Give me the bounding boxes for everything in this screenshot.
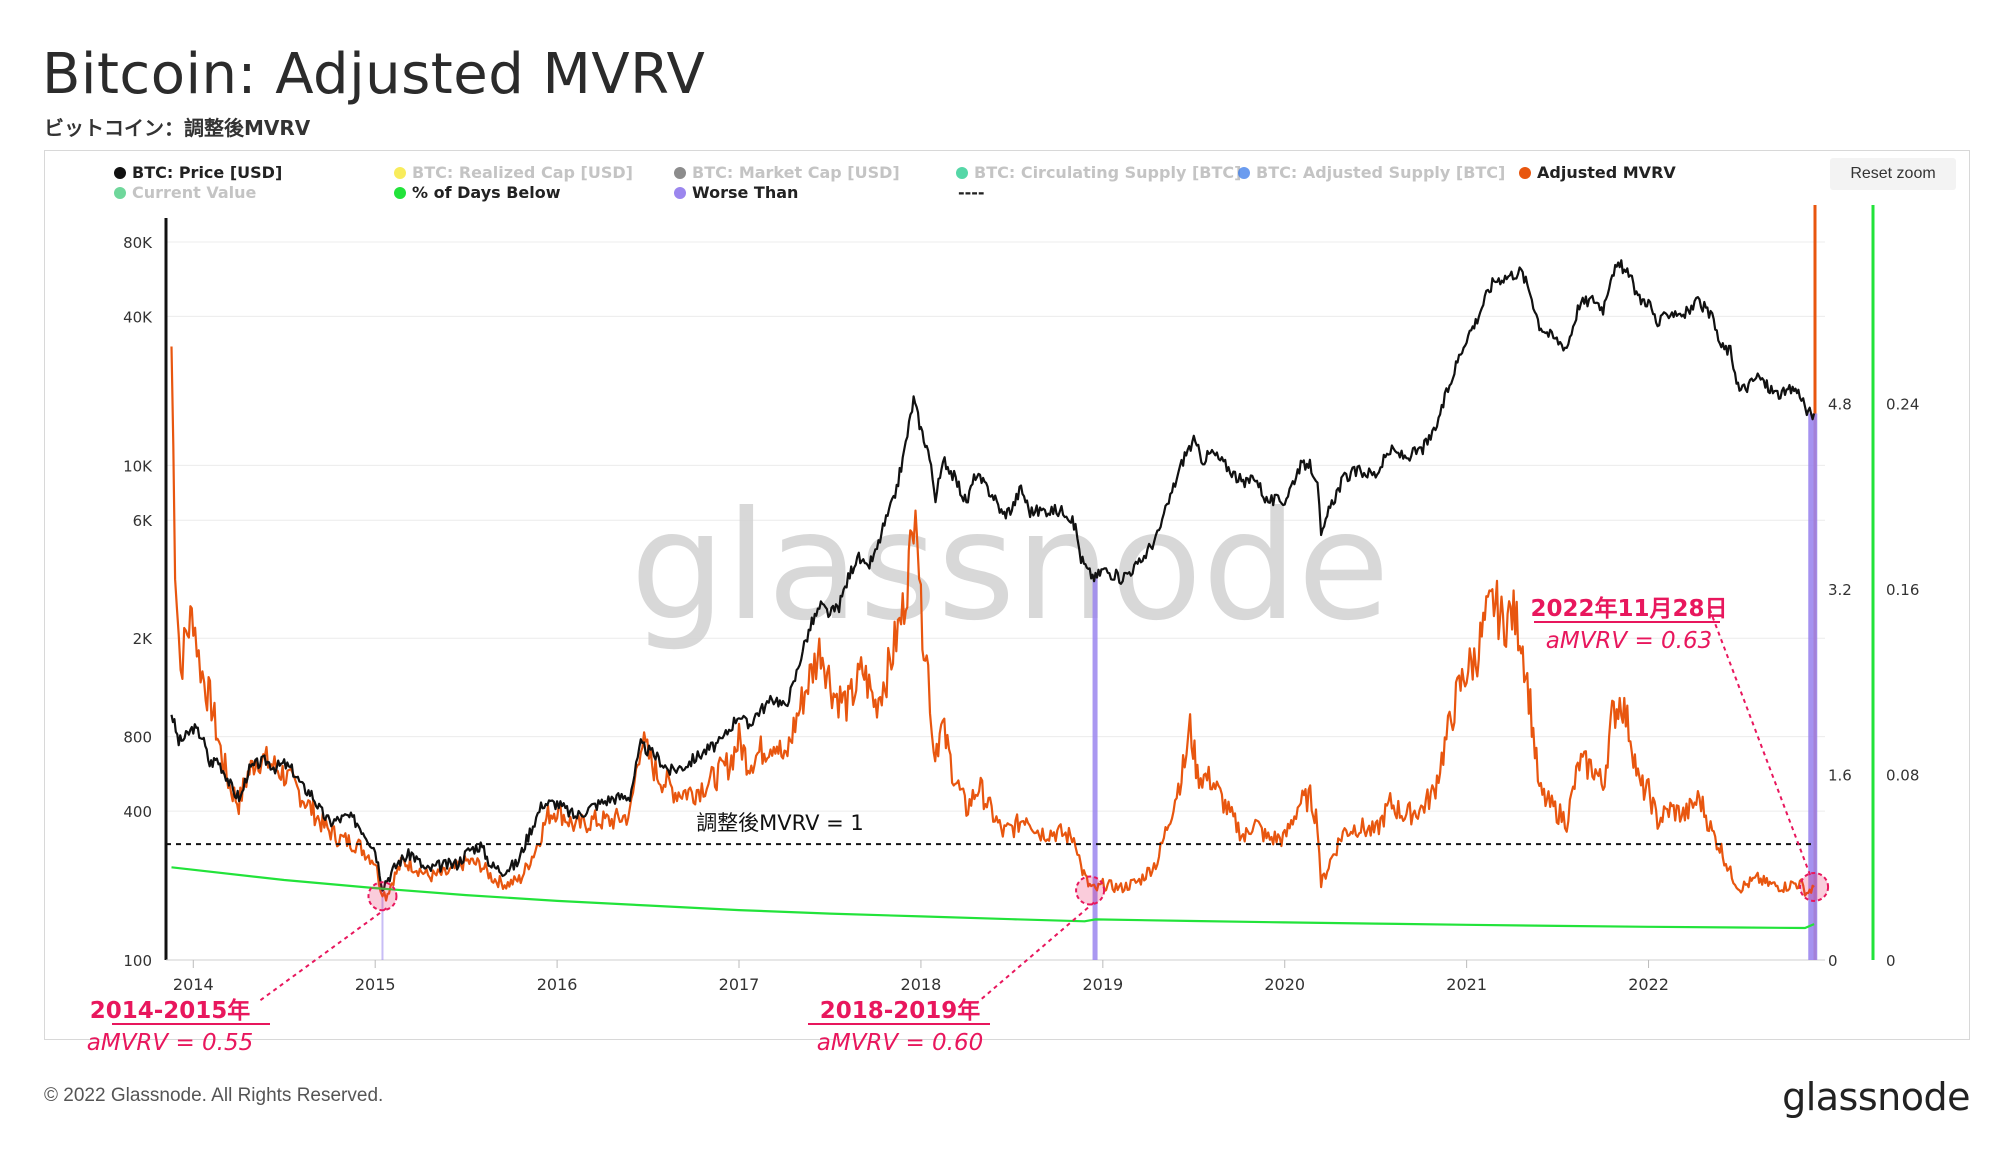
watermark-text: glassnode xyxy=(630,480,1389,654)
legend-label: BTC: Circulating Supply [BTC] xyxy=(974,163,1241,182)
series: 調整後MVRV = 1 xyxy=(166,259,1816,930)
price-tick-label: 800 xyxy=(123,729,152,747)
price-tick-label: 80K xyxy=(123,234,153,252)
legend-marker-icon xyxy=(114,167,126,179)
x-tick-label: 2020 xyxy=(1264,975,1305,994)
legend-item[interactable]: BTC: Realized Cap [USD] xyxy=(394,163,633,182)
x-tick-label: 2021 xyxy=(1446,975,1487,994)
annotation-text: aMVRV = 0.63 xyxy=(1546,628,1713,654)
annotation-marker xyxy=(1799,871,1830,902)
price-tick-label: 40K xyxy=(123,308,153,326)
legend-marker-icon xyxy=(114,187,126,199)
x-tick-label: 2015 xyxy=(355,975,396,994)
amvrv-tick-label: 4.8 xyxy=(1828,396,1852,414)
amvrv-line xyxy=(170,346,1815,902)
legend: BTC: Price [USD] BTC: Realized Cap [USD] B… xyxy=(114,163,1676,202)
x-tick-label: 2018 xyxy=(901,975,942,994)
legend-label: BTC: Adjusted Supply [BTC] xyxy=(1256,163,1505,182)
annotation: 2014-2015年 aMVRV = 0.55 xyxy=(87,881,398,1056)
price-tick-label: 10K xyxy=(123,457,153,475)
legend-item[interactable]: BTC: Adjusted Supply [BTC] xyxy=(1238,163,1505,182)
footer-copyright: © 2022 Glassnode. All Rights Reserved. xyxy=(44,1085,384,1106)
legend-label: BTC: Market Cap [USD] xyxy=(692,163,900,182)
legend-marker-icon xyxy=(674,187,686,199)
legend-item[interactable]: Current Value xyxy=(114,183,257,202)
price-tick-label: 2K xyxy=(133,630,154,648)
annotation-title: 2022年11月28日 xyxy=(1530,595,1727,622)
annotation-title: 2018-2019年 xyxy=(820,997,981,1024)
worse-than-bar xyxy=(1808,413,1818,960)
legend-marker-icon xyxy=(394,167,406,179)
legend-item[interactable]: Adjusted MVRV xyxy=(1519,163,1676,182)
legend-item[interactable]: ---- xyxy=(958,183,985,202)
reset-zoom-button[interactable]: Reset zoom xyxy=(1830,158,1956,190)
legend-label: Worse Than xyxy=(692,183,798,202)
x-tick-label: 2014 xyxy=(173,975,214,994)
annotation-marker xyxy=(367,881,398,912)
legend-label: Adjusted MVRV xyxy=(1537,163,1676,182)
legend-marker-icon xyxy=(1238,167,1250,179)
legend-label: Current Value xyxy=(132,183,257,202)
legend-marker-icon xyxy=(1519,167,1531,179)
annotation: 2022年11月28日 aMVRV = 0.63 xyxy=(1530,595,1830,902)
reference-line-label: 調整後MVRV = 1 xyxy=(696,811,864,835)
worse-than-bars xyxy=(381,413,1818,960)
legend-label: BTC: Realized Cap [USD] xyxy=(412,163,633,182)
legend-item[interactable]: % of Days Below xyxy=(394,183,561,202)
annotations: 2014-2015年 aMVRV = 0.55 2018-2019年 aMVRV = … xyxy=(87,595,1830,1056)
annotation-leader xyxy=(1709,609,1812,876)
x-tick-label: 2017 xyxy=(719,975,760,994)
x-tick-label: 2016 xyxy=(537,975,578,994)
pct-tick-label: 0.24 xyxy=(1886,396,1919,414)
annotation-marker xyxy=(1075,875,1106,906)
pct-tick-label: 0 xyxy=(1886,952,1896,970)
page-subtitle: ビットコイン：調整後MVRV xyxy=(44,116,311,140)
legend-label: ---- xyxy=(958,183,985,202)
page-title: Bitcoin: Adjusted MVRV xyxy=(42,42,706,107)
chart-frame xyxy=(44,150,1970,1040)
legend-label: BTC: Price [USD] xyxy=(132,163,282,182)
legend-marker-icon xyxy=(394,187,406,199)
axes: 100 400 800 2K 6K 10K 40K 80K 0 1.6 3.2 4.8 0 0.08 0.1… xyxy=(123,205,1919,994)
annotation-title: 2014-2015年 xyxy=(90,997,251,1024)
legend-item[interactable]: BTC: Price [USD] xyxy=(114,163,282,182)
legend-item[interactable]: Worse Than xyxy=(674,183,798,202)
pct-days-below-line xyxy=(171,866,1815,930)
legend-label: % of Days Below xyxy=(412,183,561,202)
annotation-leader xyxy=(977,901,1095,1003)
annotation: 2018-2019年 aMVRV = 0.60 xyxy=(808,875,1106,1056)
annotation-leader xyxy=(257,907,388,1003)
amvrv-tick-label: 1.6 xyxy=(1828,767,1852,785)
amvrv-tick-label: 3.2 xyxy=(1828,581,1852,599)
amvrv-tick-label: 0 xyxy=(1828,952,1838,970)
footer-logo: glassnode xyxy=(1782,1075,1970,1119)
pct-tick-label: 0.08 xyxy=(1886,767,1919,785)
x-tick-label: 2022 xyxy=(1628,975,1669,994)
x-tick-label: 2019 xyxy=(1082,975,1123,994)
price-line xyxy=(170,259,1816,892)
annotation-text: aMVRV = 0.55 xyxy=(87,1030,254,1056)
worse-than-bar xyxy=(1092,578,1098,960)
legend-item[interactable]: BTC: Market Cap [USD] xyxy=(674,163,900,182)
annotation-text: aMVRV = 0.60 xyxy=(817,1030,984,1056)
legend-marker-icon xyxy=(956,167,968,179)
legend-marker-icon xyxy=(674,167,686,179)
price-tick-label: 400 xyxy=(123,803,152,821)
pct-tick-label: 0.16 xyxy=(1886,581,1919,599)
legend-item[interactable]: BTC: Circulating Supply [BTC] xyxy=(956,163,1241,182)
price-tick-label: 100 xyxy=(123,952,152,970)
worse-than-bar xyxy=(381,890,384,960)
price-tick-label: 6K xyxy=(133,512,154,530)
